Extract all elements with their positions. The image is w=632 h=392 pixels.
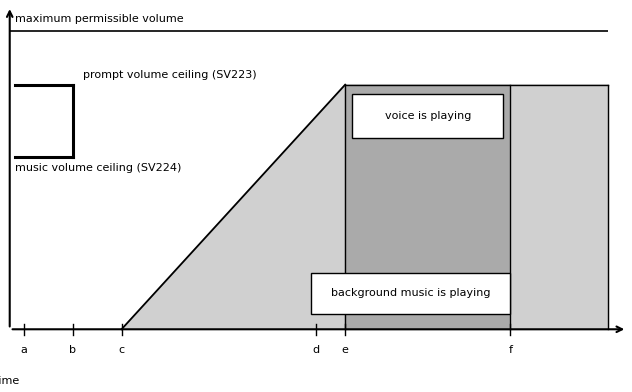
Bar bbox=[353, 94, 503, 138]
Text: b: b bbox=[70, 345, 76, 355]
Text: a: a bbox=[21, 345, 28, 355]
Text: prompt volume ceiling (SV223): prompt volume ceiling (SV223) bbox=[83, 70, 256, 80]
Text: maximum permissible volume: maximum permissible volume bbox=[15, 13, 183, 24]
Text: music volume ceiling (SV224): music volume ceiling (SV224) bbox=[15, 163, 181, 173]
Polygon shape bbox=[345, 85, 511, 329]
Text: d: d bbox=[312, 345, 320, 355]
Text: c: c bbox=[118, 345, 125, 355]
Text: time: time bbox=[0, 376, 20, 387]
Text: e: e bbox=[342, 345, 349, 355]
Text: voice is playing: voice is playing bbox=[385, 111, 471, 121]
Bar bbox=[311, 273, 511, 314]
Polygon shape bbox=[511, 85, 608, 329]
Text: background music is playing: background music is playing bbox=[331, 288, 490, 298]
Polygon shape bbox=[121, 85, 608, 329]
Text: f: f bbox=[509, 345, 513, 355]
